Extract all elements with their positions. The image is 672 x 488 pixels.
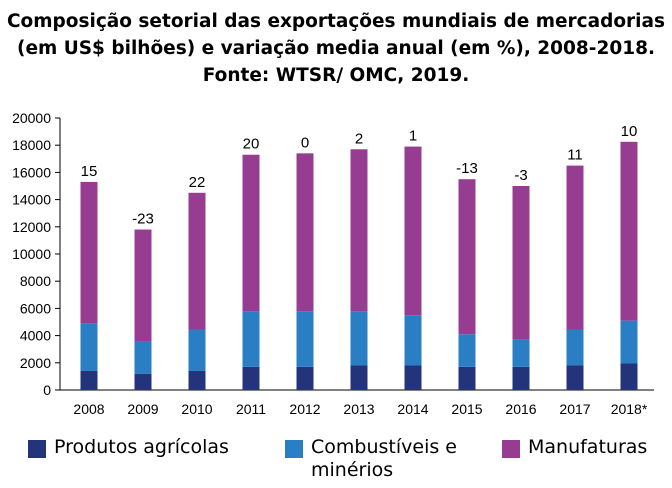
x-tick-label: 2013 xyxy=(343,401,374,417)
bar-manufaturas xyxy=(620,141,638,321)
x-tick-label: 2009 xyxy=(127,401,158,417)
x-tick-label: 2015 xyxy=(451,401,482,417)
bar-agricolas xyxy=(134,373,152,390)
title-line-1: Composição setorial das exportações mund… xyxy=(6,11,666,32)
bar-agricolas xyxy=(512,366,530,390)
title-line-2: (em US$ bilhões) e variação media anual … xyxy=(16,38,655,59)
bar-combustiveis xyxy=(296,311,314,367)
bar-annotation: -23 xyxy=(132,211,154,228)
legend-label-combustiveis: Combustíveis e minérios xyxy=(311,436,457,481)
bar-manufaturas xyxy=(188,192,206,330)
y-tick-label: 20000 xyxy=(12,110,51,126)
bar-annotation: 2 xyxy=(355,130,363,147)
x-tick-label: 2017 xyxy=(559,401,590,417)
stacked-bar-chart: 0 2000 4000 6000 8000 10000 12000 14000 16000 180… xyxy=(12,110,654,417)
legend-item-combustiveis: Combustíveis e minérios xyxy=(285,436,461,482)
y-tick-label: 12000 xyxy=(12,219,51,235)
chart-legend: Produtos agrícolas Combustíveis e minéri… xyxy=(0,432,672,488)
bar-manufaturas xyxy=(404,146,422,316)
bar-annotation: -3 xyxy=(514,167,527,184)
bar-agricolas xyxy=(80,370,98,390)
y-tick-label: 4000 xyxy=(20,328,51,344)
x-tick-label: 2008 xyxy=(73,401,104,417)
x-tick-label: 2016 xyxy=(505,401,536,417)
legend-label-manufaturas: Manufaturas xyxy=(528,436,648,458)
legend-swatch-manufaturas xyxy=(502,440,520,458)
y-tick-label: 10000 xyxy=(12,246,51,262)
bar-agricolas xyxy=(242,366,260,390)
bar-combustiveis xyxy=(512,339,530,367)
y-tick-label: 0 xyxy=(43,382,51,398)
bar-manufaturas xyxy=(242,154,260,312)
x-tick-label: 2012 xyxy=(289,401,320,417)
bar-annotation: 1 xyxy=(409,128,417,145)
y-tick-label: 18000 xyxy=(12,137,51,153)
bar-combustiveis xyxy=(350,311,368,366)
y-tick-label: 8000 xyxy=(20,273,51,289)
bar-agricolas xyxy=(350,365,368,390)
bar-annotation: 15 xyxy=(81,163,98,180)
y-tick-label: 16000 xyxy=(12,164,51,180)
bar-annotation: 11 xyxy=(567,147,583,164)
bar-manufaturas xyxy=(134,229,152,342)
bar-combustiveis xyxy=(458,334,476,367)
bar-combustiveis xyxy=(620,320,638,364)
x-tick-label: 2014 xyxy=(397,401,428,417)
legend-swatch-agricolas xyxy=(28,440,46,458)
legend-item-agricolas: Produtos agrícolas xyxy=(28,436,229,459)
title-line-3: Fonte: WTSR/ OMC, 2019. xyxy=(202,65,470,86)
bar-combustiveis xyxy=(134,341,152,374)
bar-manufaturas xyxy=(458,179,476,335)
bar-annotation: 22 xyxy=(189,174,206,191)
y-tick-label: 6000 xyxy=(20,300,51,316)
bar-agricolas xyxy=(458,366,476,390)
bar-manufaturas xyxy=(80,181,98,324)
bar-manufaturas xyxy=(296,153,314,312)
bar-combustiveis xyxy=(80,323,98,371)
bar-agricolas xyxy=(188,370,206,390)
bar-annotation: 20 xyxy=(243,136,260,153)
x-tick-label: 2010 xyxy=(181,401,212,417)
chart-title: Composição setorial das exportações mund… xyxy=(0,8,672,89)
bar-combustiveis xyxy=(242,311,260,367)
bar-agricolas xyxy=(404,365,422,390)
bar-combustiveis xyxy=(404,315,422,366)
legend-label-agricolas: Produtos agrícolas xyxy=(54,436,229,458)
y-tick-label: 2000 xyxy=(20,355,51,371)
bar-combustiveis xyxy=(566,329,584,366)
bar-manufaturas xyxy=(350,149,368,312)
bar-agricolas xyxy=(566,365,584,390)
bar-manufaturas xyxy=(512,186,530,340)
bar-annotation: -13 xyxy=(456,160,478,177)
bar-annotation: 0 xyxy=(301,134,309,151)
legend-item-manufaturas: Manufaturas xyxy=(502,436,647,459)
legend-swatch-combustiveis xyxy=(285,440,303,458)
bar-annotation: 10 xyxy=(621,123,638,140)
bar-combustiveis xyxy=(188,329,206,371)
x-tick-label: 2011 xyxy=(236,401,266,417)
bar-agricolas xyxy=(620,363,638,390)
y-tick-label: 14000 xyxy=(12,192,51,208)
x-tick-label: 2018* xyxy=(611,401,648,417)
bar-manufaturas xyxy=(566,165,584,330)
bar-agricolas xyxy=(296,366,314,390)
